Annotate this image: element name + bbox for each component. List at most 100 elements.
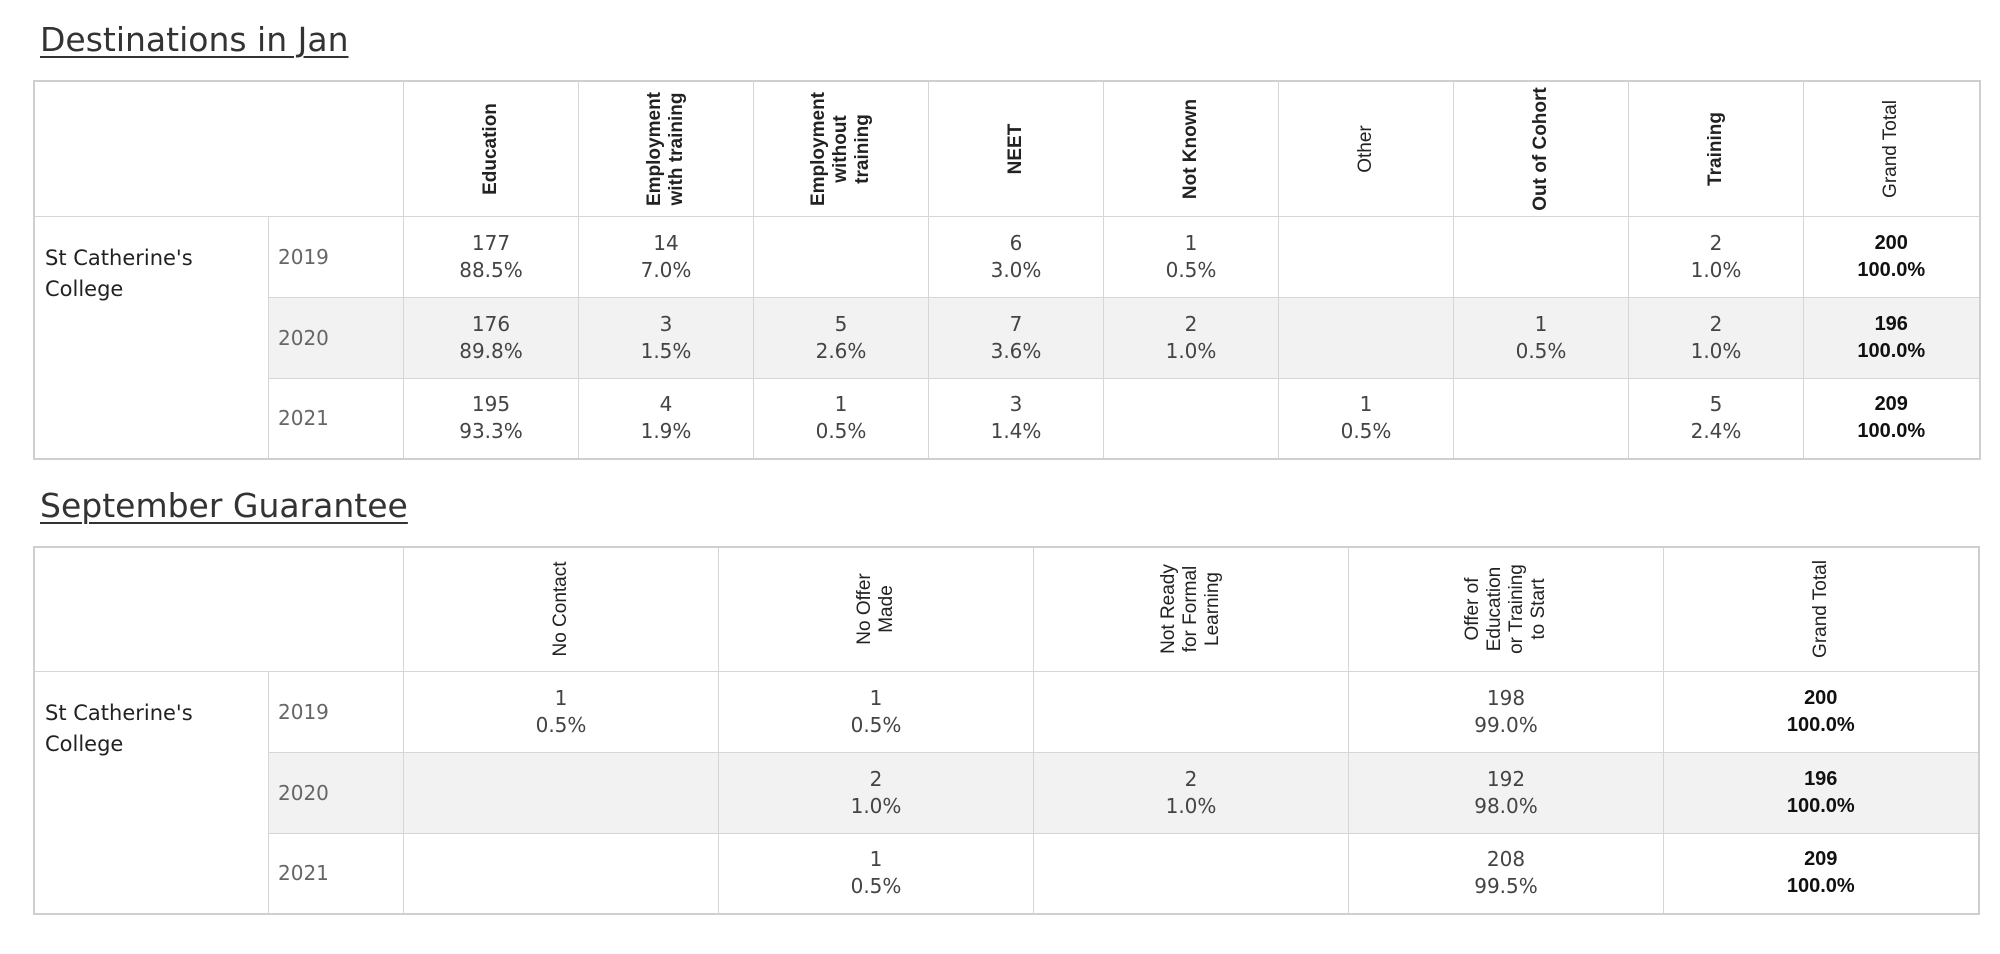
cell-count: 208 — [1486, 847, 1526, 872]
data-cell: 14 7.0% — [578, 215, 754, 298]
header-row: Education Employment with training Employm… — [33, 80, 1980, 217]
cell-count: 5 — [1709, 392, 1723, 417]
cell-count: 2 — [1709, 230, 1723, 255]
data-cell: 1 0.5% — [403, 670, 719, 753]
cell-values: 196 100.0% — [1804, 311, 1979, 365]
data-cell: 5 2.4% — [1628, 377, 1804, 460]
row-year-label: 2019 — [268, 215, 404, 298]
header-corner — [33, 80, 404, 217]
data-cell: 3 1.4% — [928, 377, 1104, 460]
cell-count: 192 — [1486, 766, 1526, 791]
cell-count: 3 — [1009, 392, 1023, 417]
data-cell: 7 3.6% — [928, 296, 1104, 379]
column-header: No Contact — [403, 546, 719, 672]
cell-count: 200 — [1874, 231, 1908, 254]
column-header: Employment without training — [753, 80, 929, 217]
table-row: 2020 2 1.0% 2 1.0% 192 98.0% 196 100.0% — [34, 751, 1979, 834]
data-cell — [403, 751, 719, 834]
cell-percent: 0.5% — [535, 712, 587, 737]
table-row: 2021 1 0.5% 208 99.5% 209 100.0% — [34, 832, 1979, 915]
cell-values: 209 100.0% — [1664, 846, 1978, 900]
data-cell: 1 0.5% — [1453, 296, 1629, 379]
column-header-label: Offer of Education or Training to Start — [1462, 564, 1549, 655]
cell-percent: 100.0% — [1857, 258, 1926, 281]
cell-values: 200 100.0% — [1664, 685, 1978, 739]
cell-values: 3 1.4% — [929, 391, 1103, 445]
row-year-label: 2019 — [268, 670, 404, 753]
cell-values: 198 99.0% — [1349, 685, 1663, 739]
cell-values: 5 2.6% — [754, 311, 928, 365]
column-header-label: NEET — [1005, 123, 1026, 175]
data-cell: 176 89.8% — [403, 296, 579, 379]
column-header-label: Grand Total — [1880, 99, 1902, 198]
cell-percent: 7.0% — [640, 257, 692, 282]
cell-percent: 0.5% — [850, 712, 902, 737]
cell-percent: 100.0% — [1786, 794, 1855, 817]
cell-values: 196 100.0% — [1664, 766, 1978, 820]
cell-percent: 0.5% — [1165, 257, 1217, 282]
cell-percent: 99.0% — [1474, 712, 1538, 737]
cell-values: 6 3.0% — [929, 230, 1103, 284]
column-header: NEET — [928, 80, 1104, 217]
cell-count: 1 — [1359, 392, 1373, 417]
column-header-label: Education — [480, 102, 501, 195]
cell-values: 1 0.5% — [754, 391, 928, 445]
grand-total-cell: 196 100.0% — [1803, 296, 1980, 379]
cell-percent: 2.4% — [1690, 419, 1742, 444]
cell-count: 195 — [471, 392, 511, 417]
column-header: Grand Total — [1663, 546, 1979, 672]
cell-percent: 1.0% — [1690, 257, 1742, 282]
cell-count: 1 — [1534, 311, 1548, 336]
data-cell — [1278, 296, 1454, 379]
cell-count: 196 — [1874, 312, 1908, 335]
cell-percent: 1.4% — [990, 419, 1042, 444]
data-cell — [753, 215, 929, 298]
table-row: 2021 195 93.3% 4 1.9% 1 0.5% 3 1.4% 1 0.5% 5 2.4% 209… — [34, 377, 1980, 460]
cell-percent: 3.6% — [990, 338, 1042, 363]
cell-values: 208 99.5% — [1349, 846, 1663, 900]
cell-count: 1 — [554, 685, 568, 710]
cell-count: 7 — [1009, 311, 1023, 336]
row-group-label: St Catherine's College — [33, 670, 269, 915]
cell-count: 209 — [1874, 393, 1908, 416]
cell-percent: 0.5% — [850, 874, 902, 899]
cell-values: 1 0.5% — [1454, 311, 1628, 365]
data-cell: 3 1.5% — [578, 296, 754, 379]
data-cell: 6 3.0% — [928, 215, 1104, 298]
column-header: Grand Total — [1803, 80, 1980, 217]
table-row: St Catherine's College 2019 177 88.5% 14 7.0%… — [33, 215, 1980, 460]
cell-values: 2 1.0% — [1104, 311, 1278, 365]
grand-total-cell: 196 100.0% — [1663, 751, 1979, 834]
column-header-label: Employment with training — [644, 91, 687, 206]
cell-count: 1 — [834, 392, 848, 417]
data-cell: 208 99.5% — [1348, 832, 1664, 915]
cell-percent: 100.0% — [1857, 420, 1926, 443]
cell-count: 209 — [1804, 848, 1838, 871]
cell-values: 2 1.0% — [1629, 230, 1803, 284]
table-row: St Catherine's College 2019 1 0.5% 1 0.5% 198 9… — [33, 670, 1979, 915]
cell-count: 2 — [1184, 311, 1198, 336]
cell-values: 1 0.5% — [1279, 391, 1453, 445]
cell-percent: 2.6% — [815, 338, 867, 363]
cell-count: 1 — [1184, 230, 1198, 255]
cell-values: 3 1.5% — [579, 311, 753, 365]
data-cell — [1453, 215, 1629, 298]
column-header-label: No Contact — [550, 561, 571, 657]
cell-count: 2 — [1709, 311, 1723, 336]
cell-percent: 1.0% — [1165, 793, 1217, 818]
data-cell: 1 0.5% — [1103, 215, 1279, 298]
cell-count: 196 — [1804, 767, 1838, 790]
cell-count: 1 — [869, 847, 883, 872]
cell-percent: 1.0% — [1165, 338, 1217, 363]
column-header-label: Grand Total — [1809, 560, 1831, 659]
data-cell — [1453, 377, 1629, 460]
data-cell: 192 98.0% — [1348, 751, 1664, 834]
cell-values: 1 0.5% — [719, 846, 1033, 900]
cell-percent: 100.0% — [1857, 339, 1926, 362]
table-title-september-guarantee: September Guarantee — [40, 486, 408, 525]
data-cell — [1103, 377, 1279, 460]
data-cell: 177 88.5% — [403, 215, 579, 298]
column-header: Training — [1628, 80, 1804, 217]
data-cell — [1033, 832, 1349, 915]
column-header: Employment with training — [578, 80, 754, 217]
